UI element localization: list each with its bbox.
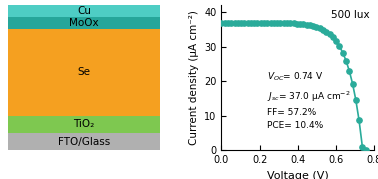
Text: FTO/Glass: FTO/Glass [58,137,110,147]
Bar [8,5,160,17]
Text: TiO₂: TiO₂ [73,119,94,129]
Bar [8,116,160,133]
Bar [8,133,160,150]
Bar [8,29,160,116]
Text: Cu: Cu [77,6,91,16]
Bar [8,17,160,29]
Text: $V_{OC}$= 0.74 V
$J_{sc}$= 37.0 μA cm$^{-2}$
FF= 57.2%
PCE= 10.4%: $V_{OC}$= 0.74 V $J_{sc}$= 37.0 μA cm$^{… [267,71,351,130]
Text: 500 lux: 500 lux [331,10,370,20]
X-axis label: Voltage (V): Voltage (V) [267,171,329,179]
Y-axis label: Current density (μA cm⁻²): Current density (μA cm⁻²) [189,10,199,145]
Text: MoOx: MoOx [69,18,99,28]
Text: Se: Se [77,67,90,77]
